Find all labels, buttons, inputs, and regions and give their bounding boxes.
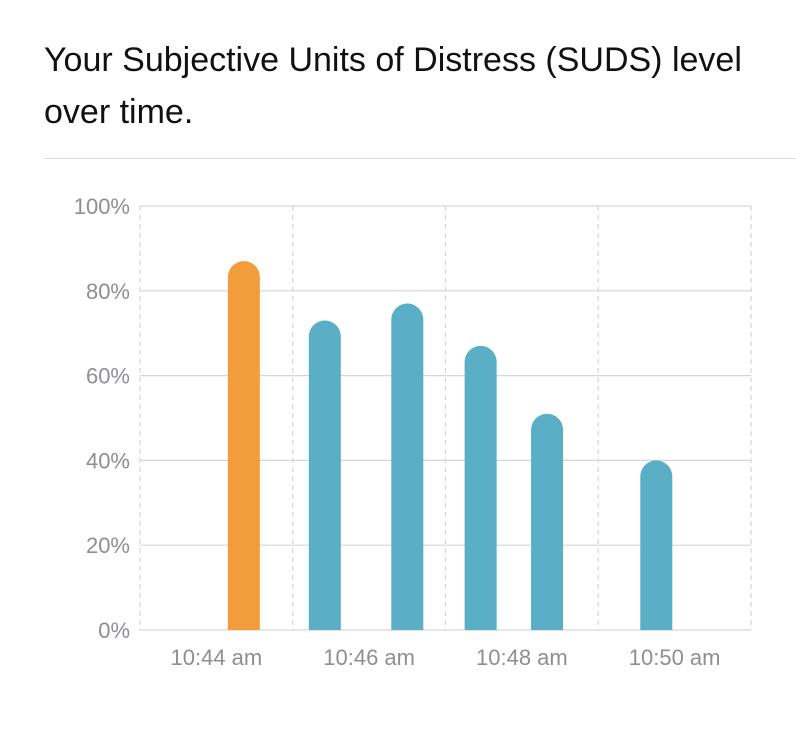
bars (227, 261, 673, 630)
suds-bar (640, 460, 673, 630)
y-tick-label: 0% (98, 618, 130, 643)
chart-title: Your Subjective Units of Distress (SUDS)… (44, 41, 742, 131)
suds-bar (227, 261, 260, 630)
x-tick-label: 10:44 am (171, 645, 263, 670)
suds-bar (308, 320, 341, 630)
suds-bar (391, 303, 424, 630)
x-tick-label: 10:50 am (629, 645, 721, 670)
x-tick-label: 10:46 am (323, 645, 415, 670)
y-tick-label: 60% (86, 364, 130, 389)
suds-bar (531, 413, 564, 630)
y-tick-label: 80% (86, 279, 130, 304)
x-axis-labels: 10:44 am 10:46 am 10:48 am 10:50 am (171, 645, 721, 670)
x-tick-label: 10:48 am (476, 645, 568, 670)
suds-bar (464, 345, 497, 630)
y-axis-labels: 0% 20% 40% 60% 80% 100% (74, 194, 130, 643)
y-tick-label: 20% (86, 533, 130, 558)
divider (44, 158, 796, 159)
y-tick-label: 40% (86, 448, 130, 473)
y-tick-label: 100% (74, 194, 130, 219)
